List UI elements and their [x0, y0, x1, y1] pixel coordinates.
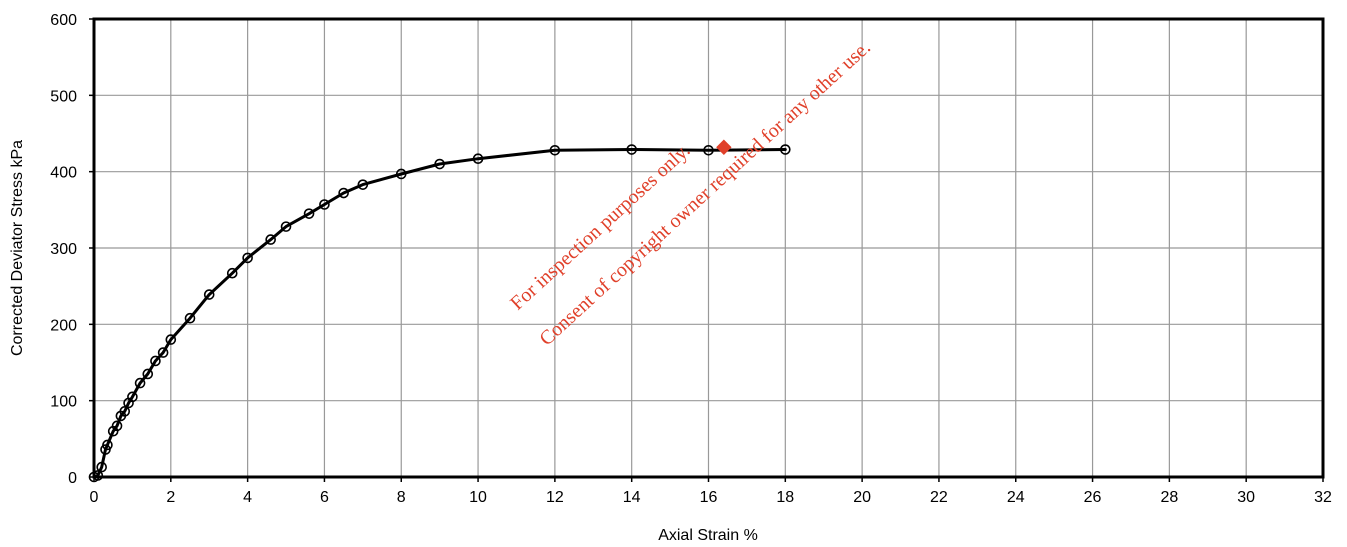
data-point — [319, 199, 330, 210]
x-tick-label: 0 — [90, 489, 99, 506]
y-tick-label: 200 — [50, 317, 77, 334]
data-point — [626, 144, 637, 155]
data-point — [119, 406, 131, 417]
y-tick-label: 500 — [50, 88, 77, 105]
x-tick-label: 12 — [546, 489, 564, 506]
watermark: For inspection purposes only. Consent of… — [506, 36, 875, 350]
data-point — [280, 221, 292, 232]
data-point — [127, 391, 138, 403]
y-tick-label: 600 — [50, 12, 77, 29]
x-tick-label: 4 — [243, 489, 252, 506]
data-point — [150, 355, 161, 367]
data-point — [703, 144, 714, 156]
data-point — [472, 153, 484, 164]
watermark-line-2: Consent of copyright owner required for … — [535, 36, 875, 350]
x-tick-label: 10 — [469, 489, 487, 506]
data-point — [111, 420, 123, 432]
y-tick-label: 300 — [50, 241, 77, 258]
data-series — [88, 144, 791, 483]
y-tick-label: 100 — [50, 394, 77, 411]
plot-area-frame — [92, 17, 1325, 479]
data-point — [303, 208, 315, 219]
data-point — [549, 144, 561, 156]
x-tick-label: 24 — [1007, 489, 1025, 506]
data-point — [96, 461, 107, 473]
data-point — [357, 179, 369, 190]
x-tick-label: 2 — [166, 489, 175, 506]
x-tick-label: 20 — [853, 489, 871, 506]
x-tick-label: 18 — [776, 489, 794, 506]
data-point — [226, 267, 238, 279]
x-tick-label: 26 — [1084, 489, 1102, 506]
data-point — [242, 252, 253, 264]
data-point — [434, 158, 445, 170]
data-point — [780, 144, 791, 155]
peak-marker-layer — [716, 139, 732, 155]
x-tick-label: 32 — [1314, 489, 1332, 506]
data-point — [157, 347, 169, 358]
x-tick-label: 22 — [930, 489, 948, 506]
y-axis-title: Corrected Deviator Stress kPa — [9, 140, 26, 356]
data-point — [184, 312, 196, 324]
x-tick-label: 30 — [1237, 489, 1255, 506]
x-tick-label: 8 — [397, 489, 406, 506]
data-point — [265, 234, 276, 245]
data-point — [338, 187, 349, 199]
data-point — [395, 168, 407, 180]
y-tick-labels: 0 100 200 300 400 500 600 — [50, 12, 77, 487]
data-point — [142, 368, 154, 380]
x-tick-label: 16 — [700, 489, 718, 506]
y-tick-label: 0 — [68, 470, 77, 487]
x-tick-label: 14 — [623, 489, 641, 506]
x-tick-label: 28 — [1160, 489, 1178, 506]
x-tick-label: 6 — [320, 489, 329, 506]
y-tick-label: 400 — [50, 165, 77, 182]
peak-marker — [716, 139, 732, 155]
data-point — [134, 377, 146, 389]
data-point — [102, 439, 113, 451]
data-point — [165, 334, 177, 345]
series-line — [92, 148, 787, 479]
x-tick-labels: 0 2 4 6 8 10 12 14 16 18 20 22 24 26 28 30 32 — [90, 489, 1332, 506]
data-point — [203, 289, 215, 300]
grid-lines — [89, 18, 1324, 482]
x-axis-title: Axial Strain % — [658, 527, 758, 544]
